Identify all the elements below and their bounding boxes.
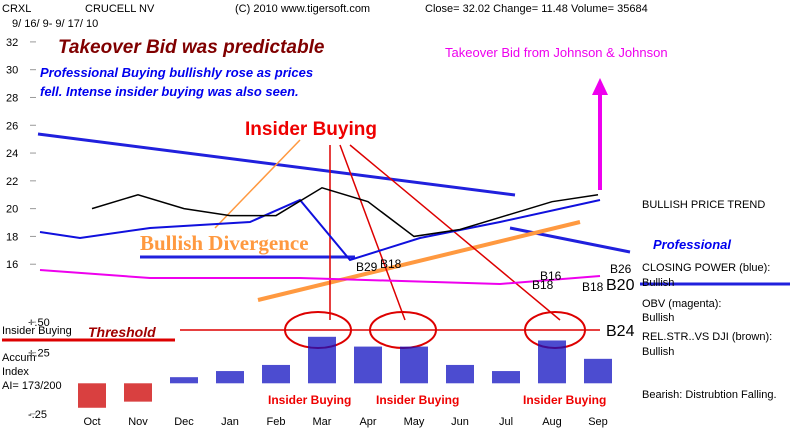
annotation: OBV (magenta): [642, 298, 721, 310]
accum-bar [170, 377, 198, 384]
annotation: Bullish [642, 346, 674, 358]
x-tick-label: Jun [451, 416, 469, 428]
y-tick-label: 30 [6, 65, 18, 77]
annotation: B18 [582, 280, 604, 294]
x-tick-label: Nov [128, 416, 148, 428]
annotation: REL.STR..VS DJI (brown): [642, 331, 772, 343]
y-tick-label: 22 [6, 176, 18, 188]
x-tick-label: Feb [267, 416, 286, 428]
accum-bar [584, 358, 612, 384]
stock-name: CRUCELL NV [85, 3, 155, 15]
y-tick-label: 16 [6, 259, 18, 271]
y-tick-label: 18 [6, 231, 18, 243]
x-tick-label: Jul [499, 416, 513, 428]
x-tick-label: Aug [542, 416, 562, 428]
annotation: fell. Intense insider buying was also se… [40, 84, 299, 99]
annotation: CLOSING POWER (blue): [642, 262, 770, 274]
x-tick-label: Apr [359, 416, 376, 428]
annotation: Insider Buying [2, 325, 72, 337]
y-tick-label: -.25 [28, 409, 47, 421]
annotation: Insider Buying [376, 393, 459, 407]
accum-bar [400, 346, 428, 384]
annotation: Bullish [642, 277, 674, 289]
annotation: B26 [610, 262, 632, 276]
copyright: (C) 2010 www.tigersoft.com [235, 3, 370, 15]
annotation: AI= 173/200 [2, 380, 62, 392]
x-tick-label: Dec [174, 416, 194, 428]
x-tick-label: Oct [83, 416, 100, 428]
annotation: Bullish [642, 312, 674, 324]
accum-bar [492, 371, 520, 384]
overlays [2, 78, 790, 349]
accum-bar [124, 383, 152, 402]
annotation: Insider Buying [523, 393, 606, 407]
y-tick-label: 32 [6, 37, 18, 49]
accum-bar [308, 336, 336, 384]
annotation: Accum [2, 352, 36, 364]
quote: Close= 32.02 Change= 11.48 Volume= 35684 [425, 3, 648, 15]
y-tick-label: 24 [6, 148, 18, 160]
accum-bar [262, 364, 290, 384]
date-range: 9/ 16/ 9- 9/ 17/ 10 [12, 18, 98, 30]
annotation: B20 [606, 277, 635, 294]
annotation: B16 [540, 269, 562, 283]
x-tick-label: May [404, 416, 425, 428]
y-tick-label: +.25 [28, 348, 50, 360]
annotation: Professional Buying bullishly rose as pr… [40, 65, 313, 80]
accum-bar [216, 371, 244, 384]
annotation: Bullish Divergence [140, 231, 309, 255]
annotation: B18 [380, 257, 402, 271]
annotation: BULLISH PRICE TREND [642, 199, 765, 211]
x-tick-label: Jan [221, 416, 239, 428]
annotation: Insider Buying [245, 119, 377, 140]
y-tick-label: 20 [6, 204, 18, 216]
y-tick-label: 26 [6, 120, 18, 132]
annotation: Insider Buying [268, 393, 351, 407]
annotation: Takeover Bid was predictable [58, 37, 325, 58]
x-tick-label: Mar [313, 416, 332, 428]
annotation: B29 [356, 260, 378, 274]
accum-bar [538, 340, 566, 384]
accum-bar [354, 346, 382, 384]
symbol: CRXL [2, 3, 31, 15]
annotation: Bearish: Distrubtion Falling. [642, 389, 777, 401]
annotation: B24 [606, 323, 635, 340]
annotation: B18 [532, 278, 554, 292]
accum-bar [78, 383, 106, 408]
x-tick-label: Sep [588, 416, 608, 428]
y-tick-label: +.50 [28, 317, 50, 329]
accum-bar [446, 364, 474, 384]
annotation: Threshold [88, 324, 156, 340]
y-tick-label: 28 [6, 92, 18, 104]
annotation: Index [2, 366, 29, 378]
price-line [91, 186, 599, 238]
annotation: Professional [653, 237, 731, 252]
annotation: Takeover Bid from Johnson & Johnson [445, 45, 668, 60]
